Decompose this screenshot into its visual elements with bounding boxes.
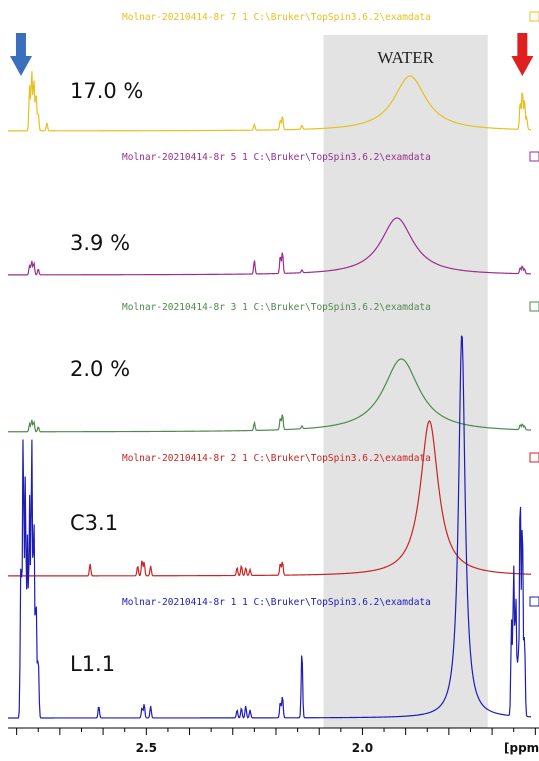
spectrum-header-box-4 bbox=[529, 452, 539, 463]
spectrum-line-4 bbox=[8, 420, 532, 577]
spectrum-line-2 bbox=[8, 217, 532, 276]
spectrum-line-1 bbox=[8, 71, 532, 132]
red-arrow-icon bbox=[511, 33, 534, 76]
spectrum-header-4: Molnar-20210414-8r 2 1 C:\Bruker\TopSpin… bbox=[122, 453, 431, 464]
x-tick-label-2: 2.0 bbox=[352, 741, 373, 755]
spectrum-header-box-5 bbox=[529, 596, 539, 607]
series-label-5: L1.1 bbox=[70, 652, 115, 676]
arrow-shaft-1 bbox=[15, 33, 26, 58]
series-label-4: C3.1 bbox=[70, 511, 118, 535]
spectrum-header-box-1 bbox=[529, 11, 539, 22]
arrow-head-1 bbox=[9, 56, 32, 76]
spectrum-header-box-3 bbox=[529, 301, 539, 312]
arrow-shaft-2 bbox=[517, 33, 528, 58]
water-region-label: WATER bbox=[377, 48, 434, 67]
spectrum-header-5: Molnar-20210414-8r 1 1 C:\Bruker\TopSpin… bbox=[122, 597, 431, 608]
spectrum-line-5 bbox=[8, 335, 532, 719]
spectrum-line-3 bbox=[8, 358, 532, 433]
blue-arrow-icon bbox=[9, 33, 32, 76]
spectrum-header-box-2 bbox=[529, 151, 539, 162]
spectrum-header-1: Molnar-20210414-8r 7 1 C:\Bruker\TopSpin… bbox=[122, 12, 431, 23]
series-label-3: 2.0 % bbox=[70, 357, 130, 381]
series-label-1: 17.0 % bbox=[70, 79, 143, 103]
arrow-head-2 bbox=[511, 56, 534, 76]
spectrum-header-3: Molnar-20210414-8r 3 1 C:\Bruker\TopSpin… bbox=[122, 302, 431, 313]
x-axis-label: [ppm bbox=[504, 741, 539, 755]
x-tick-label-1: 2.5 bbox=[136, 741, 157, 755]
spectrum-header-2: Molnar-20210414-8r 5 1 C:\Bruker\TopSpin… bbox=[122, 152, 431, 163]
series-label-2: 3.9 % bbox=[70, 231, 130, 255]
